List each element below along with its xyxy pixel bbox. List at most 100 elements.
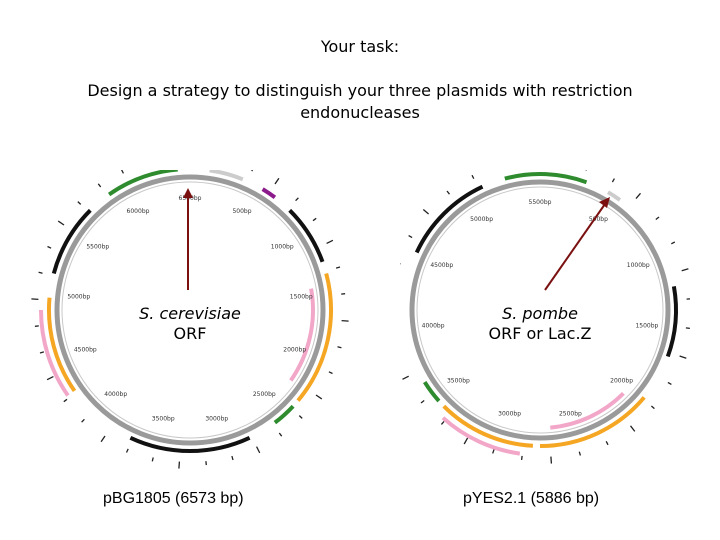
bp-tick-label: 6500bp	[179, 195, 202, 202]
green-feature-arc	[504, 171, 588, 185]
inner-ring	[61, 181, 319, 439]
bp-tick-label: 2000bp	[610, 378, 633, 385]
site-tick	[278, 432, 283, 437]
site-tick	[326, 239, 334, 244]
grey-feature-arc	[606, 190, 622, 202]
bp-tick-label: 6000bp	[127, 208, 150, 215]
tick-labels: 6500bp 500bp 1000bp 1500bp 2000bp 2500bp 3000b…	[67, 195, 312, 423]
plasmid-map-left: 6500bp 500bp 1000bp 1500bp 2000bp 2500bp 3000b…	[31, 170, 349, 469]
insert-label-right: S. pombe ORF or Lac.Z	[470, 304, 610, 344]
bp-tick-label: 1000bp	[627, 262, 650, 269]
orange-feature-arc	[442, 404, 534, 448]
bp-tick-label: 5000bp	[470, 216, 493, 223]
site-tick	[408, 235, 413, 239]
site-tick	[295, 197, 299, 202]
bp-tick-label: 1500bp	[290, 294, 313, 301]
insert-label-left: S. cerevisiae ORF	[125, 304, 255, 344]
site-tick	[31, 298, 39, 301]
bp-tick-label: 5000bp	[67, 294, 90, 301]
insert-arrow-head	[183, 188, 193, 198]
inner-ring	[416, 186, 664, 434]
site-tick	[667, 381, 672, 385]
plasmid-map-right: 5500bp 500bp 1000bp 1500bp 2000bp 2500bp 3000b…	[400, 170, 690, 464]
site-tick	[312, 217, 317, 222]
site-tick	[611, 178, 615, 183]
bp-tick-label: 3000bp	[205, 416, 228, 423]
insert-label-line2: ORF	[173, 324, 207, 343]
black-feature-arc	[665, 286, 678, 358]
bp-tick-label: 2000bp	[283, 347, 306, 354]
bp-tick-label: 1000bp	[271, 243, 294, 250]
bp-tick-label: 1500bp	[635, 322, 658, 329]
orange-feature-arc	[296, 272, 333, 402]
site-tick	[57, 220, 65, 226]
purple-feature-arc	[261, 187, 277, 200]
bp-tick-label: 500bp	[232, 208, 251, 215]
site-tick	[100, 435, 106, 443]
site-tick	[446, 190, 451, 195]
site-tick	[274, 177, 280, 185]
black-feature-arc	[414, 184, 484, 254]
site-tick	[341, 319, 349, 322]
site-tick	[125, 448, 129, 453]
pink-feature-arc	[550, 391, 625, 430]
backbone-ring	[409, 179, 671, 441]
slide-title: Your task:	[320, 37, 400, 56]
site-tick	[38, 271, 43, 274]
pink-feature-arc	[38, 309, 70, 397]
site-tick	[178, 461, 181, 469]
site-tick	[650, 405, 655, 410]
pink-feature-arc	[441, 416, 521, 456]
bp-tick-label: 4000bp	[422, 322, 445, 329]
site-tick	[463, 437, 469, 445]
black-feature-arc	[129, 435, 251, 453]
insert-label-line1: S. cerevisiae	[139, 304, 241, 323]
site-tick	[440, 420, 445, 425]
site-tick	[46, 376, 54, 381]
insert-label-line2: ORF or Lac.Z	[488, 324, 592, 343]
bp-tick-label: 3500bp	[447, 378, 470, 385]
site-tick	[251, 170, 254, 172]
orange-feature-arc	[539, 396, 646, 448]
site-tick	[402, 375, 409, 380]
bp-tick-label: 5500bp	[86, 243, 109, 250]
bp-tick-label: 2500bp	[253, 391, 276, 398]
bp-tick-label: 3500bp	[152, 416, 175, 423]
pink-feature-arc	[289, 288, 315, 382]
black-feature-arc	[51, 208, 92, 275]
site-tick	[679, 355, 687, 359]
backbone-ring	[54, 174, 326, 446]
site-tick	[47, 245, 52, 249]
site-tick	[671, 241, 676, 245]
site-tick	[97, 183, 102, 188]
site-tick	[655, 216, 660, 221]
grey-feature-arc	[209, 170, 244, 182]
bp-tick-label: 500bp	[589, 216, 608, 223]
site-tick	[328, 371, 333, 375]
tick-labels: 5500bp 500bp 1000bp 1500bp 2000bp 2500bp 3000b…	[422, 199, 659, 418]
site-tick	[635, 192, 641, 200]
insert-arrow-shaft	[544, 203, 606, 291]
site-tick	[492, 449, 495, 454]
site-tick	[77, 201, 82, 205]
site-tick	[471, 174, 475, 179]
site-tick	[685, 327, 690, 330]
outer-tick-marks	[400, 170, 690, 464]
outer-tick-marks	[31, 170, 349, 469]
site-tick	[681, 268, 689, 272]
bp-tick-label: 3000bp	[498, 411, 521, 418]
green-feature-arc	[107, 170, 178, 197]
green-feature-arc	[273, 404, 295, 425]
site-tick	[256, 446, 261, 454]
feature-arcs	[414, 171, 678, 456]
plasmid-caption-left: pBG1805 (6573 bp)	[103, 490, 244, 507]
site-tick	[81, 418, 85, 423]
slide-body-text: Design a strategy to distinguish your th…	[87, 81, 633, 122]
bp-tick-label: 4500bp	[430, 262, 453, 269]
insert-arrow-head	[599, 197, 610, 208]
site-tick	[63, 398, 68, 403]
site-tick	[422, 209, 430, 215]
site-tick	[629, 425, 636, 432]
feature-arcs	[38, 170, 333, 453]
bp-tick-label: 4000bp	[104, 391, 127, 398]
